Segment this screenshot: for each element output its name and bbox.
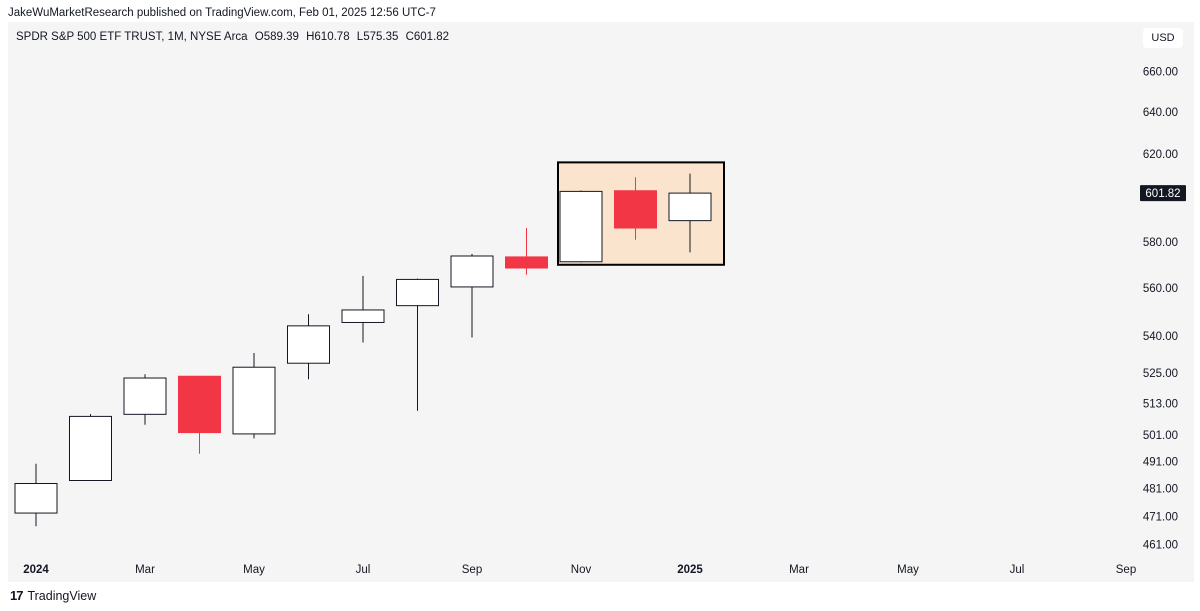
x-tick-label: Jul [1010, 564, 1025, 576]
candle-2024-05 [232, 353, 276, 439]
x-tick-label: Jul [356, 564, 371, 576]
y-tick-label: 620.00 [1143, 149, 1178, 161]
last-price-badge [1140, 185, 1186, 202]
x-tick-label: 2024 [23, 564, 49, 576]
candle-2024-09 [450, 253, 494, 338]
candle-body [341, 309, 385, 323]
y-tick-label: 501.00 [1143, 430, 1178, 442]
symbol-legend: SPDR S&P 500 ETF TRUST, 1M, NYSE Arca O5… [16, 31, 453, 43]
symbol-name[interactable]: SPDR S&P 500 ETF TRUST, 1M, NYSE Arca [16, 31, 248, 43]
candle-2024-08 [396, 278, 439, 411]
candle-body [396, 278, 439, 307]
close-value: C601.82 [405, 31, 450, 43]
x-tick-label: Mar [789, 564, 809, 576]
candle-2024-10 [505, 228, 548, 275]
y-tick-label: 525.00 [1143, 368, 1178, 380]
candle-body [14, 482, 58, 514]
x-tick-label: May [243, 564, 265, 576]
y-tick-label: 513.00 [1143, 399, 1178, 411]
candle-body [505, 256, 548, 269]
candle-2024-07 [341, 275, 385, 343]
candle-2025-01 [668, 173, 712, 253]
y-tick-label: 540.00 [1143, 331, 1178, 343]
candle-2024-02 [69, 414, 112, 482]
candle-body [123, 377, 167, 415]
candle-body [559, 190, 603, 263]
y-tick-label: 461.00 [1143, 540, 1178, 552]
x-tick-label: Mar [135, 564, 155, 576]
y-tick-label: 471.00 [1143, 511, 1178, 523]
footer-branding: 17 TradingView [10, 588, 96, 603]
candle-2024-04 [178, 375, 221, 454]
x-tick-label: Nov [571, 564, 592, 576]
currency-button[interactable]: USD [1143, 28, 1183, 48]
candle-body [287, 325, 330, 364]
candle-2024-03 [123, 374, 167, 425]
y-tick-label: 481.00 [1143, 484, 1178, 496]
candle-2024-01 [14, 463, 58, 527]
x-tick-label: Sep [1116, 564, 1136, 576]
y-tick-label: 491.00 [1143, 457, 1178, 469]
y-tick-label: 660.00 [1143, 66, 1178, 78]
candle-body [232, 366, 276, 435]
tradingview-logo-icon: 17 [10, 588, 24, 603]
candle-body [178, 375, 221, 434]
x-tick-label: 2025 [677, 564, 703, 576]
brand-name: TradingView [27, 588, 97, 603]
low-value: L575.35 [356, 31, 399, 43]
candle-body [614, 190, 657, 229]
candle-body [668, 192, 712, 222]
y-tick-label: 640.00 [1143, 107, 1178, 119]
publisher-line: JakeWuMarketResearch published on Tradin… [8, 7, 436, 19]
y-tick-label: 580.00 [1143, 237, 1178, 249]
x-tick-label: May [897, 564, 919, 576]
chart-area[interactable]: 461.00 471.00 481.00 491.00 501.00 513.00 525.… [8, 22, 1194, 582]
candle-body [69, 415, 112, 481]
y-tick-label: 560.00 [1143, 283, 1178, 295]
candle-body [450, 255, 494, 288]
candlestick-chart[interactable]: 461.00 471.00 481.00 491.00 501.00 513.00 525.… [8, 22, 1194, 582]
last-price-label: 601.82 [1145, 188, 1180, 200]
candle-2024-06 [287, 314, 330, 380]
x-tick-label: Sep [462, 564, 482, 576]
candle-2024-11 [559, 190, 603, 263]
high-value: H610.78 [306, 31, 350, 43]
candle-2024-12 [614, 177, 657, 240]
open-value: O589.39 [254, 31, 299, 43]
